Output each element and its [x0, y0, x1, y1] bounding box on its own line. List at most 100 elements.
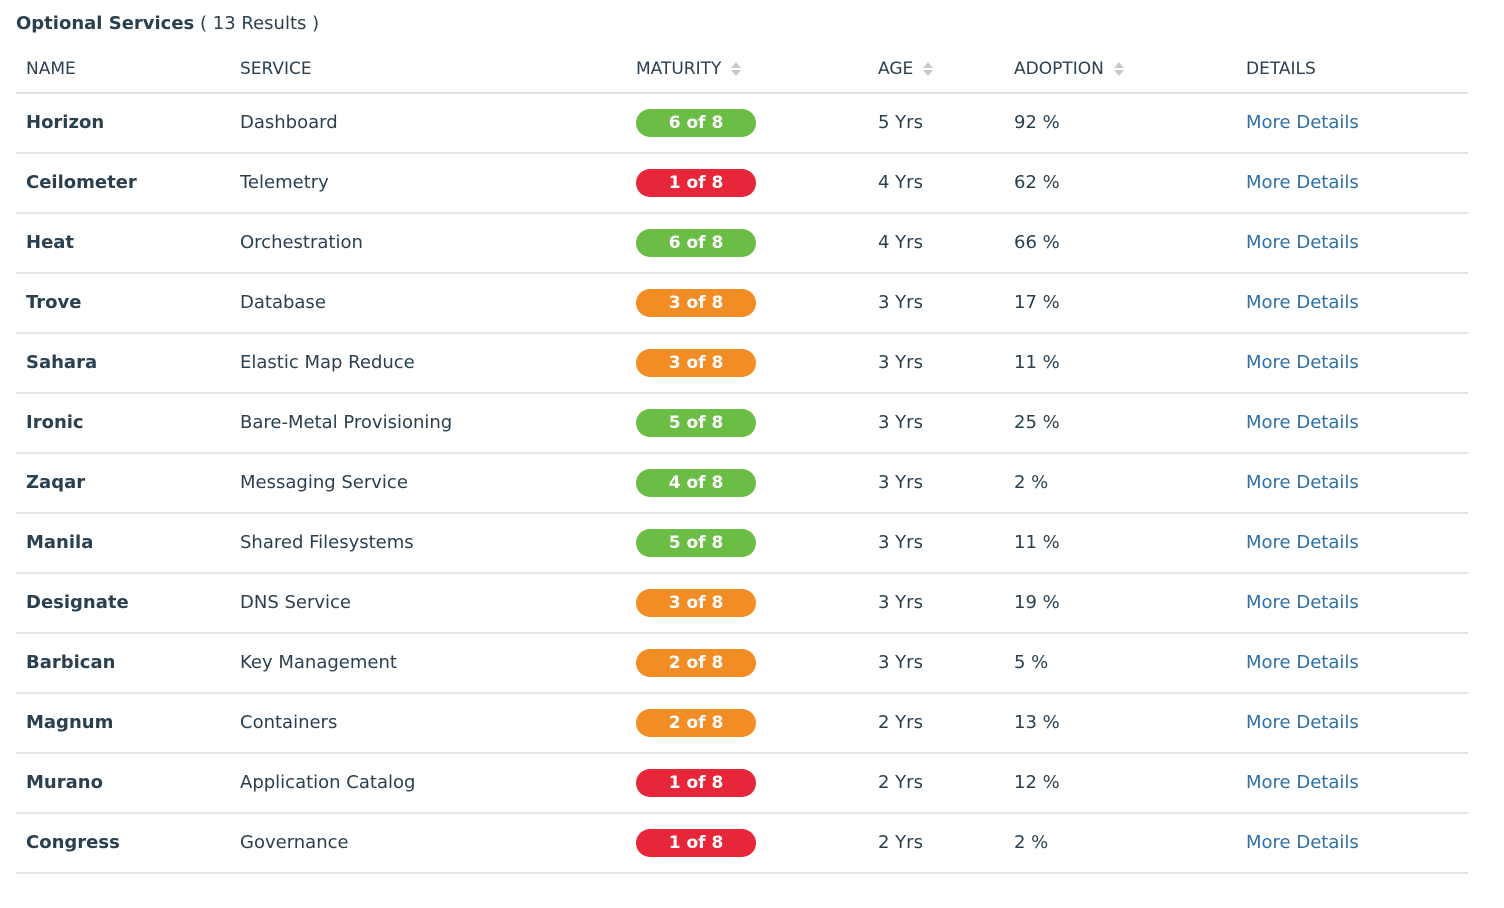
adoption-value: 11 %: [1014, 532, 1060, 553]
column-header-age[interactable]: AGE: [878, 58, 934, 80]
more-details-link[interactable]: More Details: [1246, 532, 1359, 553]
age-value: 2 Yrs: [878, 772, 923, 793]
more-details-link[interactable]: More Details: [1246, 472, 1359, 493]
maturity-cell: 6 of 8: [636, 214, 756, 272]
service-name: Trove: [26, 292, 82, 313]
maturity-cell: 3 of 8: [636, 274, 756, 332]
optional-services-panel: Optional Services ( 13 Results ) NAME SE…: [16, 0, 1468, 874]
maturity-cell: 1 of 8: [636, 154, 756, 212]
column-header-adoption[interactable]: ADOPTION: [1014, 58, 1124, 80]
adoption-value: 25 %: [1014, 412, 1060, 433]
section-heading: Optional Services ( 13 Results ): [16, 0, 1468, 48]
service-type: Database: [240, 292, 326, 313]
age-value: 2 Yrs: [878, 712, 923, 733]
service-name: Sahara: [26, 352, 98, 373]
table-row: Sahara Elastic Map Reduce 3 of 8 3 Yrs 11 % M…: [16, 334, 1468, 394]
column-header-maturity-label[interactable]: MATURITY: [636, 59, 722, 79]
table-row: Designate DNS Service 3 of 8 3 Yrs 19 % More …: [16, 574, 1468, 634]
age-value: 3 Yrs: [878, 592, 923, 613]
table-row: Ironic Bare-Metal Provisioning 5 of 8 3 Yrs…: [16, 394, 1468, 454]
details-cell: More Details: [1246, 754, 1359, 812]
details-cell: More Details: [1246, 454, 1359, 512]
sort-icon[interactable]: [923, 61, 934, 77]
more-details-link[interactable]: More Details: [1246, 712, 1359, 733]
service-type: Messaging Service: [240, 472, 408, 493]
maturity-badge: 2 of 8: [636, 709, 756, 737]
service-type: Telemetry: [240, 172, 329, 193]
age-value: 3 Yrs: [878, 292, 923, 313]
service-type: Bare-Metal Provisioning: [240, 412, 453, 433]
adoption-value: 2 %: [1014, 832, 1049, 853]
table-row: Ceilometer Telemetry 1 of 8 4 Yrs 62 % More D…: [16, 154, 1468, 214]
maturity-badge: 2 of 8: [636, 649, 756, 677]
more-details-link[interactable]: More Details: [1246, 172, 1359, 193]
service-type: Dashboard: [240, 112, 338, 133]
service-type: Orchestration: [240, 232, 363, 253]
service-name: Congress: [26, 832, 120, 853]
maturity-cell: 2 of 8: [636, 694, 756, 752]
more-details-link[interactable]: More Details: [1246, 772, 1359, 793]
details-cell: More Details: [1246, 214, 1359, 272]
table-row: Manila Shared Filesystems 5 of 8 3 Yrs 11 % M…: [16, 514, 1468, 574]
maturity-cell: 1 of 8: [636, 814, 756, 872]
details-cell: More Details: [1246, 574, 1359, 632]
service-name: Ceilometer: [26, 172, 137, 193]
sort-icon[interactable]: [731, 61, 742, 77]
adoption-value: 11 %: [1014, 352, 1060, 373]
table-row: Murano Application Catalog 1 of 8 2 Yrs 12 %…: [16, 754, 1468, 814]
more-details-link[interactable]: More Details: [1246, 592, 1359, 613]
more-details-link[interactable]: More Details: [1246, 232, 1359, 253]
maturity-cell: 5 of 8: [636, 514, 756, 572]
column-header-service: SERVICE: [240, 58, 312, 80]
age-value: 3 Yrs: [878, 412, 923, 433]
adoption-value: 62 %: [1014, 172, 1060, 193]
section-title: Optional Services: [16, 13, 195, 34]
column-header-maturity[interactable]: MATURITY: [636, 58, 742, 80]
maturity-badge: 1 of 8: [636, 169, 756, 197]
maturity-cell: 3 of 8: [636, 334, 756, 392]
table-row: Heat Orchestration 6 of 8 4 Yrs 66 % More Det…: [16, 214, 1468, 274]
column-header-details: DETAILS: [1246, 58, 1316, 80]
maturity-badge: 6 of 8: [636, 109, 756, 137]
more-details-link[interactable]: More Details: [1246, 652, 1359, 673]
column-header-name: NAME: [26, 58, 76, 80]
more-details-link[interactable]: More Details: [1246, 292, 1359, 313]
service-name: Magnum: [26, 712, 114, 733]
service-type: Containers: [240, 712, 338, 733]
table-body: Horizon Dashboard 6 of 8 5 Yrs 92 % More Deta…: [16, 94, 1468, 874]
sort-icon[interactable]: [1113, 61, 1124, 77]
column-header-age-label[interactable]: AGE: [878, 59, 914, 79]
service-name: Heat: [26, 232, 75, 253]
maturity-badge: 1 of 8: [636, 829, 756, 857]
adoption-value: 17 %: [1014, 292, 1060, 313]
more-details-link[interactable]: More Details: [1246, 112, 1359, 133]
service-name: Murano: [26, 772, 103, 793]
service-type: Governance: [240, 832, 349, 853]
maturity-badge: 3 of 8: [636, 289, 756, 317]
maturity-cell: 2 of 8: [636, 634, 756, 692]
maturity-badge: 1 of 8: [636, 769, 756, 797]
maturity-badge: 3 of 8: [636, 349, 756, 377]
maturity-cell: 6 of 8: [636, 94, 756, 152]
details-cell: More Details: [1246, 634, 1359, 692]
age-value: 4 Yrs: [878, 232, 923, 253]
more-details-link[interactable]: More Details: [1246, 832, 1359, 853]
service-name: Barbican: [26, 652, 116, 673]
service-name: Manila: [26, 532, 94, 553]
more-details-link[interactable]: More Details: [1246, 352, 1359, 373]
column-header-name-label: NAME: [26, 59, 76, 79]
results-count: ( 13 Results ): [200, 13, 320, 34]
adoption-value: 19 %: [1014, 592, 1060, 613]
more-details-link[interactable]: More Details: [1246, 412, 1359, 433]
service-type: Application Catalog: [240, 772, 416, 793]
adoption-value: 92 %: [1014, 112, 1060, 133]
adoption-value: 13 %: [1014, 712, 1060, 733]
maturity-badge: 5 of 8: [636, 409, 756, 437]
details-cell: More Details: [1246, 694, 1359, 752]
column-header-adoption-label[interactable]: ADOPTION: [1014, 59, 1104, 79]
table-row: Congress Governance 1 of 8 2 Yrs 2 % More Det…: [16, 814, 1468, 874]
table-row: Trove Database 3 of 8 3 Yrs 17 % More Details: [16, 274, 1468, 334]
details-cell: More Details: [1246, 394, 1359, 452]
adoption-value: 66 %: [1014, 232, 1060, 253]
table-row: Magnum Containers 2 of 8 2 Yrs 13 % More Deta…: [16, 694, 1468, 754]
